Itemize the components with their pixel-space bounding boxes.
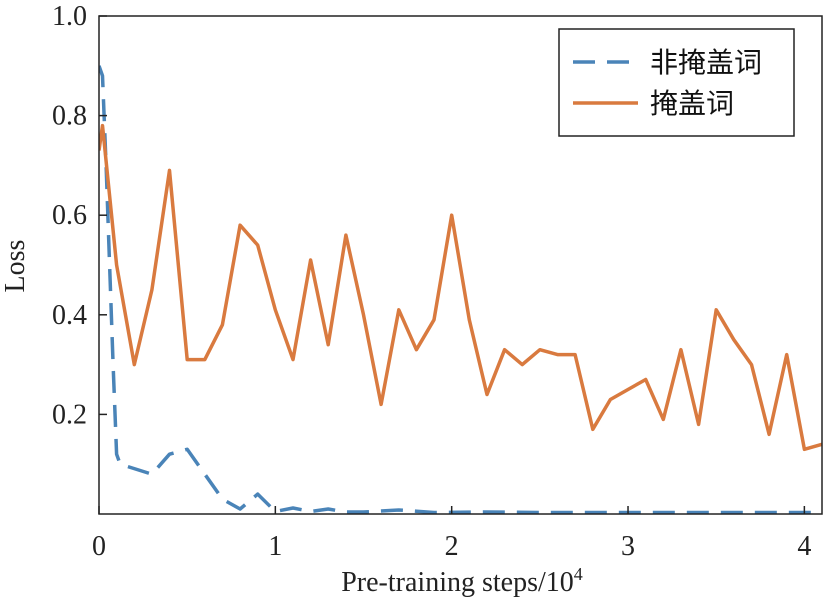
plot-frame <box>98 15 823 515</box>
legend-box <box>558 28 795 137</box>
series-line-masked-words <box>99 123 822 452</box>
x-tick-label: 3 <box>621 531 635 562</box>
y-tick-label: 1.0 <box>52 1 87 32</box>
y-tick-label: 0.2 <box>52 399 87 430</box>
y-axis-title: Loss <box>0 240 31 293</box>
y-tick-label: 0.4 <box>52 300 87 331</box>
x-axis-title-base: Pre-training steps/10 <box>341 567 574 598</box>
x-axis-title: Pre-training steps/104 <box>341 564 583 598</box>
series-line-unmasked-words <box>99 65 822 514</box>
legend-label: 掩盖词 <box>650 87 734 120</box>
series-layer <box>99 65 822 514</box>
axes-layer: 0.2 0.4 0.6 0.8 1.0 0 1 2 3 4 <box>52 1 823 562</box>
x-tick-label: 4 <box>797 531 811 562</box>
x-axis-title-exponent: 4 <box>574 564 583 584</box>
x-tick-label: 0 <box>92 531 106 562</box>
legend-label: 非掩盖词 <box>650 46 762 79</box>
y-tick-label: 0.6 <box>52 200 87 231</box>
x-tick-label: 1 <box>268 531 282 562</box>
x-tick-label: 2 <box>445 531 459 562</box>
y-tick-label: 0.8 <box>52 101 87 132</box>
